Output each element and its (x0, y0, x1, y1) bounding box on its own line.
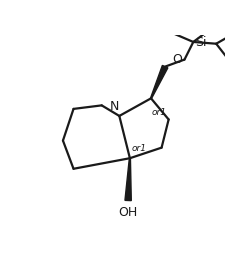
Text: N: N (109, 100, 119, 113)
Text: O: O (172, 53, 182, 66)
Polygon shape (150, 66, 168, 99)
Text: OH: OH (118, 206, 138, 219)
Text: Si: Si (195, 36, 206, 49)
Polygon shape (125, 158, 131, 201)
Text: or1: or1 (132, 144, 147, 153)
Text: or1: or1 (152, 108, 167, 117)
